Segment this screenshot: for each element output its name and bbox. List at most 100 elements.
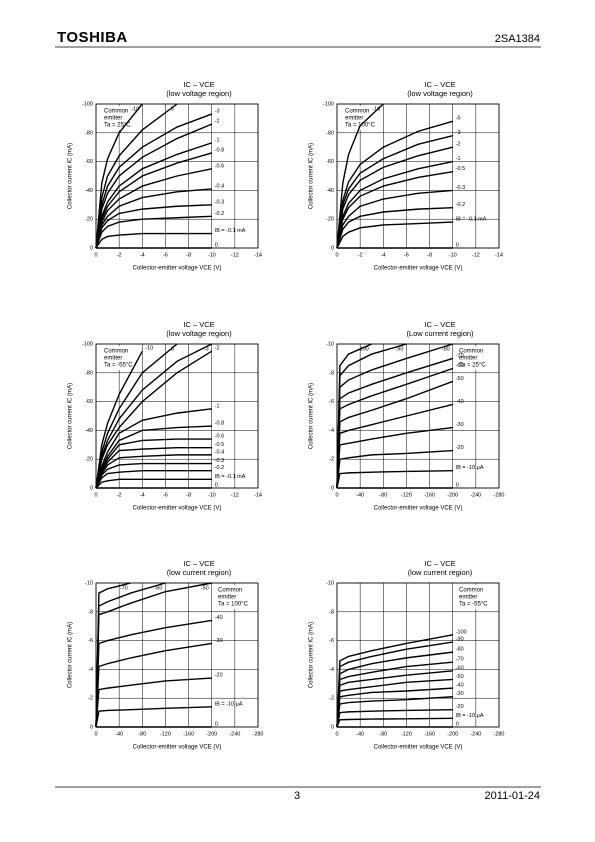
chart-title: IC – VCE bbox=[183, 320, 214, 329]
curve-label: -80 bbox=[442, 346, 450, 352]
y-tick-label: -4 bbox=[88, 667, 93, 673]
y-tick-label: -40 bbox=[326, 188, 334, 194]
curve bbox=[95, 113, 212, 249]
chart-title: IC – VCE bbox=[183, 80, 214, 89]
x-tick-label: -80 bbox=[379, 731, 387, 737]
curve-label: -3 bbox=[215, 109, 220, 115]
x-tick-label: -12 bbox=[472, 252, 480, 258]
annotation: emitter bbox=[218, 595, 236, 601]
y-tick-label: -6 bbox=[88, 638, 93, 644]
annotation: Common bbox=[218, 588, 242, 594]
curve-label: -0.6 bbox=[215, 163, 224, 169]
x-tick-label: -6 bbox=[404, 252, 409, 258]
y-axis-label: Collector current IC (mA) bbox=[68, 622, 74, 688]
annotation: emitter bbox=[459, 595, 477, 601]
curve-label: -2 bbox=[215, 119, 220, 125]
curve-label: -0.3 bbox=[215, 199, 224, 205]
curve bbox=[95, 677, 212, 728]
chart-subtitle: (low voltage region) bbox=[407, 89, 473, 98]
x-tick-label: -4 bbox=[381, 252, 386, 258]
curve-label: -70 bbox=[456, 353, 464, 359]
curve bbox=[95, 478, 212, 489]
date: 2011-01-24 bbox=[485, 790, 540, 802]
annotation-box bbox=[216, 585, 254, 609]
curve-label: IB = -0.1 mA bbox=[456, 217, 487, 223]
x-tick-label: 0 bbox=[335, 731, 338, 737]
x-tick-label: -8 bbox=[186, 252, 191, 258]
curve-label: -30 bbox=[456, 691, 464, 697]
curve-label: -0.4 bbox=[215, 183, 224, 189]
x-tick-label: -8 bbox=[186, 492, 191, 498]
curve-label: -5 bbox=[169, 346, 174, 352]
curve-label: IB = -10 μA bbox=[456, 713, 484, 719]
y-axis-label: Collector current IC (mA) bbox=[309, 622, 315, 688]
curve bbox=[95, 168, 212, 249]
x-tick-label: -4 bbox=[140, 492, 145, 498]
curve bbox=[336, 709, 453, 728]
x-tick-label: -240 bbox=[470, 492, 481, 498]
y-tick-label: -100 bbox=[82, 341, 93, 347]
chart-title: IC – VCE bbox=[424, 320, 455, 329]
annotation-box bbox=[457, 585, 495, 609]
y-tick-label: -60 bbox=[326, 159, 334, 165]
x-tick-label: -6 bbox=[163, 492, 168, 498]
curve-label: IB = -0.1 mA bbox=[215, 228, 246, 234]
x-tick-label: -14 bbox=[495, 252, 503, 258]
curve-label: -0.8 bbox=[215, 421, 224, 427]
curve bbox=[95, 123, 212, 249]
y-tick-label: -40 bbox=[85, 188, 93, 194]
curve bbox=[95, 462, 212, 489]
curve-label: -60 bbox=[456, 665, 464, 671]
x-tick-label: 0 bbox=[335, 252, 338, 258]
y-tick-label: -20 bbox=[85, 457, 93, 463]
annotation: emitter bbox=[459, 356, 477, 362]
y-tick-label: -10 bbox=[326, 341, 334, 347]
annotation-box bbox=[457, 346, 495, 370]
curve bbox=[336, 120, 453, 249]
annotation: Common bbox=[459, 588, 483, 594]
curve-label: -0.2 bbox=[456, 202, 465, 208]
curve bbox=[95, 188, 212, 249]
curve-label: -5 bbox=[456, 116, 461, 122]
curve bbox=[336, 146, 453, 249]
chart-subtitle: (low voltage region) bbox=[166, 89, 232, 98]
annotation: Common bbox=[104, 109, 128, 115]
curve-label: -90 bbox=[395, 346, 403, 352]
curve-label: -30 bbox=[456, 422, 464, 428]
x-tick-label: -6 bbox=[163, 252, 168, 258]
chart-title: IC – VCE bbox=[424, 559, 455, 568]
annotation: emitter bbox=[104, 116, 122, 122]
x-tick-label: -160 bbox=[424, 492, 435, 498]
y-tick-label: -80 bbox=[85, 370, 93, 376]
curve-label: 0 bbox=[456, 242, 459, 248]
curve-label: 0 bbox=[456, 721, 459, 727]
page-number: 3 bbox=[294, 790, 300, 802]
curve-label: -0.5 bbox=[456, 166, 465, 172]
annotation: Ta = 100°C bbox=[218, 602, 249, 608]
curve bbox=[95, 350, 213, 489]
curve bbox=[95, 706, 212, 728]
x-tick-label: -200 bbox=[447, 492, 458, 498]
curve bbox=[95, 408, 212, 489]
curve bbox=[336, 426, 453, 489]
curve-label: -80 bbox=[456, 647, 464, 653]
curve-label: -70 bbox=[456, 657, 464, 663]
curve bbox=[95, 642, 212, 728]
curve-label: -60 bbox=[456, 363, 464, 369]
annotation: Ta = 25°C bbox=[459, 363, 486, 369]
y-tick-label: -2 bbox=[88, 696, 93, 702]
curve-label: -100 bbox=[456, 629, 467, 635]
annotation: emitter bbox=[345, 116, 363, 122]
y-tick-label: 0 bbox=[90, 485, 93, 491]
x-tick-label: -160 bbox=[424, 731, 435, 737]
y-tick-label: -10 bbox=[326, 580, 334, 586]
y-tick-label: -80 bbox=[85, 130, 93, 136]
curve bbox=[95, 350, 143, 489]
x-axis-label: Collector-emitter voltage VCE (V) bbox=[133, 506, 222, 512]
curve-label: -10 bbox=[131, 106, 139, 112]
x-tick-label: -14 bbox=[254, 252, 262, 258]
annotation: emitter bbox=[104, 356, 122, 362]
annotation: Ta = -55°C bbox=[104, 363, 133, 369]
curve-label: -1 bbox=[456, 156, 461, 162]
chart-subtitle: (Low current region) bbox=[406, 329, 474, 338]
